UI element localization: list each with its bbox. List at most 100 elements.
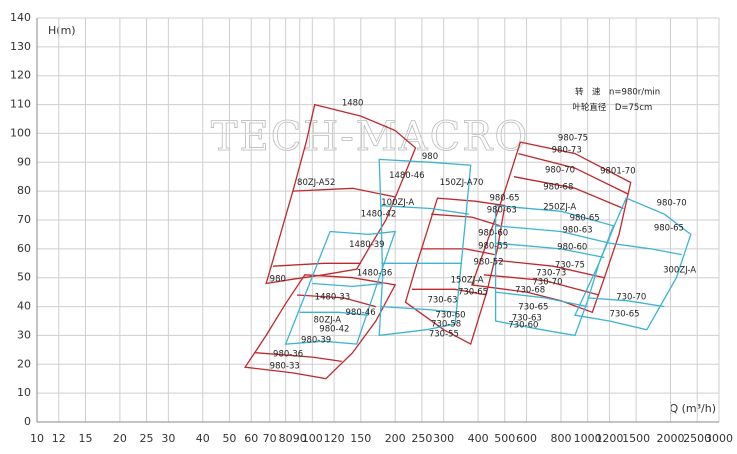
x-tick-label: 600 <box>516 432 537 445</box>
curve-label: 980-70 <box>545 166 575 176</box>
y-tick-label: 50 <box>17 271 31 284</box>
curve-label: 980-60 <box>478 228 508 238</box>
curve-label: 1480-46 <box>389 171 425 181</box>
y-axis-label: H(m) <box>48 24 76 37</box>
pump-curve <box>513 176 624 210</box>
x-tick-label: 100 <box>302 432 323 445</box>
curve-label: 730-55 <box>429 329 459 339</box>
curve-label: 250ZJ-A <box>543 203 576 213</box>
x-tick-label: 30 <box>161 432 175 445</box>
x-tick-label: 250 <box>411 432 432 445</box>
pump-curve <box>312 282 383 288</box>
curve-label: 转 速 n=980r/min <box>575 87 660 98</box>
x-tick-label: 12 <box>52 432 66 445</box>
curve-label: 150ZJ-A <box>451 276 484 286</box>
x-tick-label: 20 <box>113 432 127 445</box>
x-tick-label: 80 <box>279 432 293 445</box>
curve-label: 980-33 <box>270 362 300 372</box>
curve-label: 980-68 <box>543 183 573 193</box>
curve-label: 1480-36 <box>357 269 393 279</box>
y-tick-label: 90 <box>17 155 31 168</box>
curve-label: 1480-39 <box>349 240 385 250</box>
pump-curve <box>497 259 605 279</box>
curve-label: 730-65 <box>518 303 548 313</box>
x-tick-label: 50 <box>222 432 236 445</box>
pump-curve <box>381 305 457 313</box>
curve-label: 980-46 <box>346 308 376 318</box>
pump-region <box>404 197 506 346</box>
y-tick-label: 40 <box>17 300 31 313</box>
curve-label: 1480-33 <box>315 293 351 303</box>
curve-label: 980 <box>270 275 286 285</box>
watermark: TECH-MACRO <box>211 114 529 160</box>
pump-region <box>471 141 632 314</box>
curve-label: 980-73 <box>552 146 582 156</box>
curve-label: 80ZJ-A <box>314 316 342 326</box>
curve-label: 730-75 <box>555 261 585 271</box>
x-tick-label: 3000 <box>705 432 733 445</box>
curve-label: 980-65 <box>570 213 600 223</box>
curve-label: 730-63 <box>512 314 542 324</box>
x-tick-label: 15 <box>78 432 92 445</box>
curve-label: 730-63 <box>427 295 457 305</box>
pump-curve <box>296 294 376 308</box>
y-tick-label: 140 <box>10 11 31 24</box>
curve-label: 300ZJ-A <box>663 265 696 275</box>
curve-label: 1480-42 <box>361 210 397 220</box>
curve-label: 980-65 <box>654 224 684 234</box>
pump-curve <box>609 242 683 256</box>
y-tick-label: 100 <box>10 126 31 139</box>
curve-label: 730-58 <box>431 319 461 329</box>
curve-label: 980-52 <box>474 258 504 268</box>
curve-label: 1480 <box>342 99 364 109</box>
curve-label: 980-75 <box>558 134 588 144</box>
curve-label: 730-65 <box>458 288 488 298</box>
x-tick-label: 10 <box>30 432 44 445</box>
pump-curve <box>421 248 495 256</box>
curve-label: 980-70 <box>657 198 687 208</box>
curve-label: 980-42 <box>319 325 349 335</box>
curve-label: 730-70 <box>532 278 562 288</box>
x-tick-label: 300 <box>433 432 454 445</box>
x-tick-label: 2500 <box>683 432 711 445</box>
pump-curve <box>518 152 629 195</box>
x-tick-label: 40 <box>196 432 210 445</box>
pump-region <box>265 103 417 285</box>
pump-curve <box>379 204 469 215</box>
curve-label: 730-65 <box>609 310 639 320</box>
curve-label: 80ZJ-A52 <box>297 178 335 188</box>
curve-label: 980 <box>422 152 438 162</box>
curve-label: 980-63 <box>487 205 517 215</box>
pump-curve <box>255 352 342 363</box>
x-tick-label: 1000 <box>574 432 602 445</box>
y-tick-label: 10 <box>17 386 31 399</box>
x-tick-label: 400 <box>468 432 489 445</box>
curve-label: 980-65 <box>489 194 519 204</box>
y-tick-label: 60 <box>17 242 31 255</box>
y-tick-label: 70 <box>17 213 31 226</box>
x-axis-label: Q (m³/h) <box>669 402 716 415</box>
curve-label: 980-39 <box>301 336 331 346</box>
pump-curve <box>495 291 588 308</box>
curve-label: 730-60 <box>435 311 465 321</box>
curve-label: 730-60 <box>508 321 538 331</box>
pump-region <box>378 158 472 337</box>
y-tick-label: 0 <box>24 415 31 428</box>
curve-label: 叶轮直径 D=75cm <box>572 102 652 113</box>
curve-label: 980-55 <box>478 241 508 251</box>
pump-region <box>243 274 397 380</box>
curve-label: 150ZJ-A70 <box>440 178 484 188</box>
curve-label: 9801-70 <box>600 166 636 176</box>
curve-label: 100ZJ-A <box>381 198 414 208</box>
pump-curve <box>272 262 361 267</box>
y-tick-label: 20 <box>17 357 31 370</box>
x-tick-label: 2000 <box>657 432 685 445</box>
y-tick-label: 120 <box>10 69 31 82</box>
x-tick-label: 500 <box>494 432 515 445</box>
pump-curve <box>431 213 501 227</box>
pump-region <box>284 230 397 345</box>
pump-curve <box>299 311 369 316</box>
y-tick-label: 130 <box>10 40 31 53</box>
